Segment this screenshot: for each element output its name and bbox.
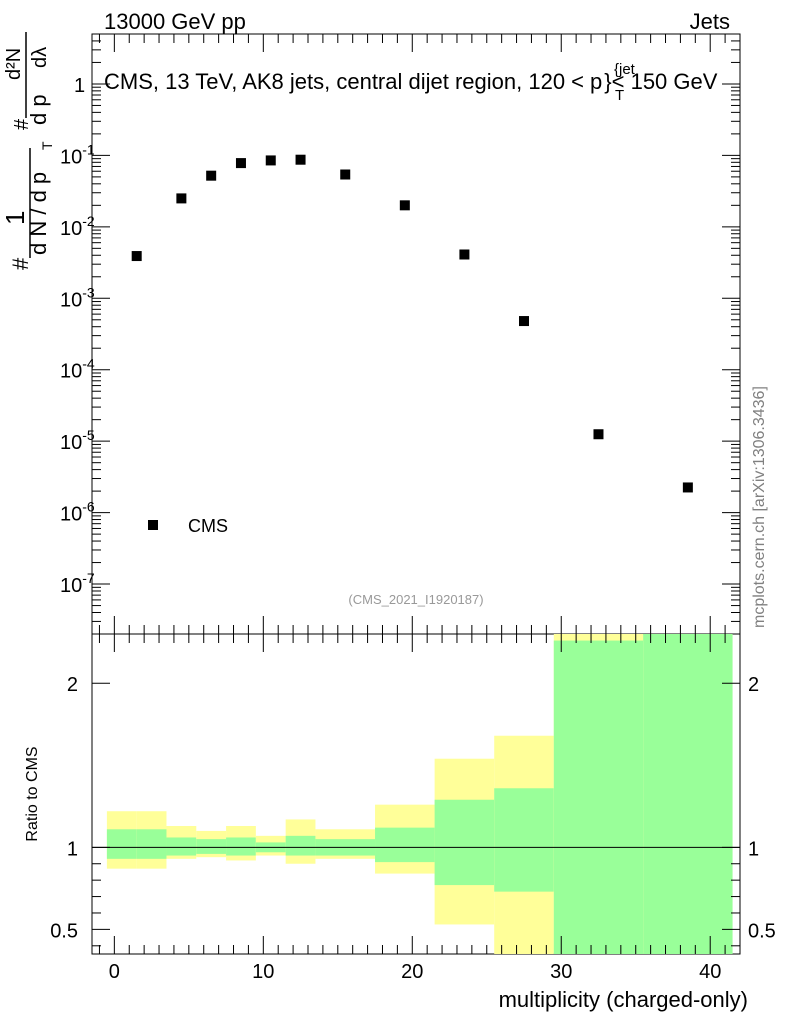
green-band-bin: [285, 835, 316, 856]
main-y-tick-label: 10-5: [60, 427, 95, 454]
data-markers: [131, 154, 693, 493]
data-point: [340, 169, 351, 180]
ratio-plot-frame: [91, 633, 741, 955]
ratio-y-tick-label-left: 0.5: [50, 920, 78, 942]
main-y-tick-label: 10-1: [60, 141, 95, 168]
watermark: mcplots.cern.ch [arXiv:1306.3436]: [751, 386, 768, 628]
data-point: [295, 154, 306, 165]
uncertainty-bands: [106, 634, 733, 954]
plot-title: CMS, 13 TeV, AK8 jets, central dijet reg…: [104, 69, 718, 94]
data-point: [265, 155, 276, 166]
data-point: [593, 429, 604, 440]
green-band-bin: [136, 829, 167, 859]
ratio-y-tick-label-right: 1: [748, 838, 759, 860]
svg-text:1: 1: [0, 211, 30, 225]
ratio-y-tick-label-left: 2: [67, 674, 78, 696]
green-band-bin: [643, 634, 733, 954]
data-point: [682, 482, 693, 493]
ratio-y-axis-label: Ratio to CMS: [24, 746, 41, 841]
main-y-tick-labels: 10-7 10-6 10-5 10-4 10-3 10-2 10-1 1: [60, 75, 95, 597]
plot-title-subscript: T: [615, 87, 624, 104]
green-band-bin: [434, 799, 495, 886]
legend-label: CMS: [188, 516, 228, 536]
svg-text:d p: d p: [26, 94, 51, 125]
legend-marker: [148, 520, 158, 530]
main-y-ticks: [92, 33, 740, 635]
plot-title-superscript: {jet: [614, 61, 636, 78]
data-point: [459, 249, 470, 260]
svg-text:#: #: [11, 118, 33, 130]
main-y-tick-label: 10-6: [60, 499, 95, 526]
main-y-tick-label: 1: [74, 75, 85, 97]
green-band-bin: [494, 788, 554, 892]
data-point: [176, 193, 187, 204]
x-tick-label: 40: [699, 961, 721, 983]
green-band-bin: [553, 640, 644, 954]
ratio-y-tick-label-right: 0.5: [748, 920, 776, 942]
svg-text:d²N: d²N: [3, 48, 25, 80]
data-point: [131, 251, 142, 262]
header-right: Jets: [690, 9, 730, 34]
x-axis-label: multiplicity (charged-only): [499, 987, 748, 1012]
main-plot-frame: [91, 33, 741, 635]
svg-text:#: #: [8, 257, 33, 270]
header-left: 13000 GeV pp: [104, 9, 246, 34]
main-y-tick-label: 10-7: [60, 570, 95, 597]
green-band-bin: [166, 837, 197, 856]
main-y-tick-label: 10-4: [60, 356, 95, 383]
ratio-y-tick-label-left: 1: [67, 838, 78, 860]
green-band-bin: [226, 837, 256, 856]
svg-text:T: T: [39, 141, 55, 150]
ratio-y-ticks: 0.5 0.5 1 1 2 2: [50, 674, 776, 947]
green-band-bin: [196, 839, 227, 854]
main-y-tick-label: 10-3: [60, 284, 95, 311]
analysis-id: (CMS_2021_I1920187): [348, 592, 483, 607]
data-point: [235, 158, 246, 169]
data-point: [399, 200, 410, 211]
ratio-y-tick-label-right: 2: [748, 674, 759, 696]
x-tick-label: 20: [401, 961, 423, 983]
green-band-bin: [375, 827, 435, 863]
main-y-axis-label: # 1 d N / d p T # d²N d p dλ: [0, 32, 55, 270]
x-tick-label: 30: [550, 961, 572, 983]
x-tick-label: 10: [252, 961, 274, 983]
data-point: [206, 170, 217, 181]
x-tick-label: 0: [109, 961, 120, 983]
svg-text:dλ: dλ: [29, 47, 51, 68]
x-ticks: 0 10 20 30 40: [98, 634, 726, 983]
svg-text:d N / d p: d N / d p: [26, 172, 51, 255]
main-x-ticks: [98, 34, 726, 634]
green-band-bin: [106, 829, 137, 859]
data-point: [519, 316, 529, 327]
main-y-tick-label: 10-2: [60, 213, 95, 240]
